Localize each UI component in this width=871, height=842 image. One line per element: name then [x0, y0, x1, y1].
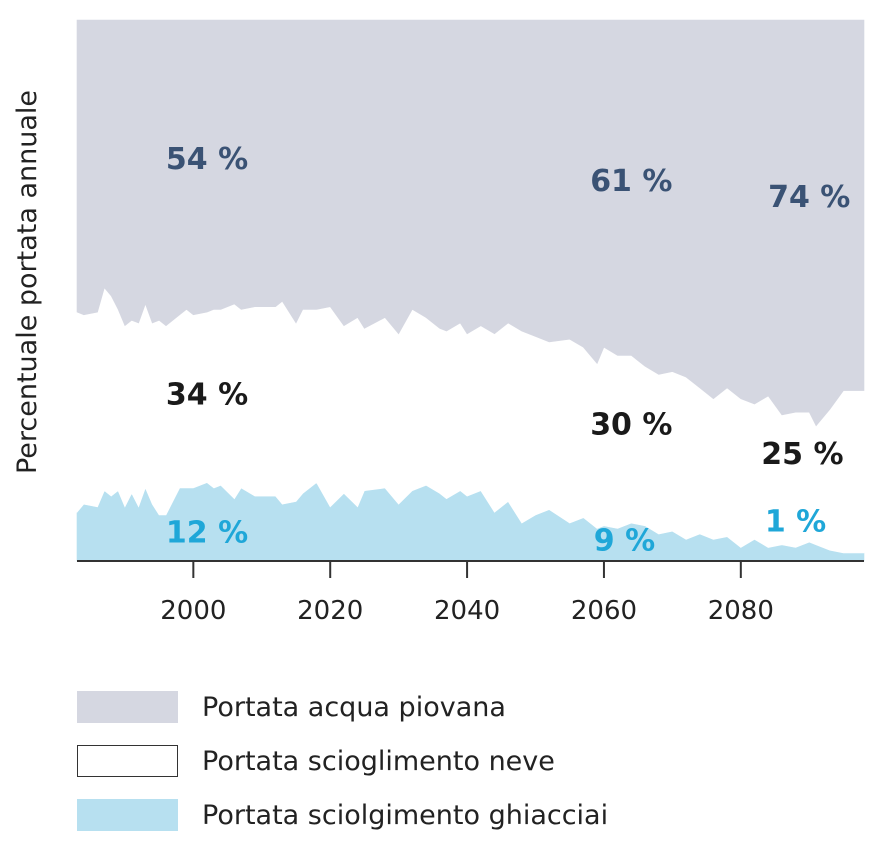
x-tick-label-2060: 2060 [571, 596, 637, 626]
data-label-snow-4: 30 % [590, 407, 672, 442]
data-label-snow-5: 25 % [761, 437, 843, 472]
data-label-glacier-7: 9 % [594, 524, 655, 559]
x-axis-ticks: 2000 2020 2040 2060 2080 [160, 561, 774, 626]
x-tick-label-2020: 2020 [297, 596, 363, 626]
legend-label-snow: Portata scioglimento neve [202, 745, 555, 777]
legend-item-snow: Portata scioglimento neve [77, 734, 608, 788]
data-label-snow-3: 34 % [166, 377, 248, 412]
legend-item-rain: Portata acqua piovana [77, 680, 608, 734]
legend: Portata acqua piovana Portata scioglimen… [77, 680, 608, 842]
legend-label-rain: Portata acqua piovana [202, 691, 506, 723]
x-tick-label-2080: 2080 [708, 596, 774, 626]
legend-swatch-glacier [77, 799, 178, 831]
stacked-area-chart: 2000 2020 2040 2060 2080 Percentuale portata… [12, 19, 865, 626]
x-tick-label-2000: 2000 [160, 596, 226, 626]
legend-label-glacier: Portata sciolgimento ghiacciai [202, 799, 609, 831]
data-label-rain-1: 61 % [590, 164, 672, 199]
annotation-layer: 54 % 61 % 74 % 34 % 30 % 25 % 12 % 9 % 1 % [166, 142, 850, 558]
legend-swatch-rain [77, 691, 178, 723]
data-label-glacier-8: 1 % [765, 505, 826, 540]
area-layer [76, 19, 865, 562]
data-label-glacier-6: 12 % [166, 515, 248, 550]
area-rain [76, 19, 865, 427]
y-axis-label: Percentuale portata annuale [12, 90, 43, 474]
data-label-rain-0: 54 % [166, 142, 248, 177]
legend-swatch-snow [77, 745, 178, 777]
data-label-rain-2: 74 % [768, 180, 850, 215]
x-tick-label-2040: 2040 [434, 596, 500, 626]
legend-item-glacier: Portata sciolgimento ghiacciai [77, 788, 608, 842]
